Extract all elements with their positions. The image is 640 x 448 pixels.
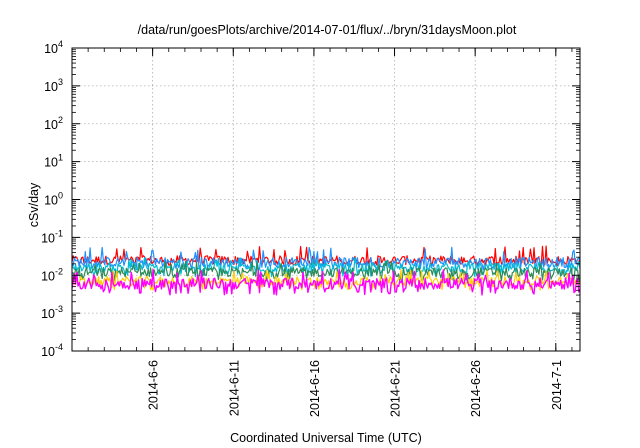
- y-tick-label: 10-3: [41, 304, 63, 321]
- y-tick-label: 10-1: [41, 228, 63, 245]
- y-tick-label: 102: [44, 115, 63, 132]
- y-tick-label: 10-2: [41, 266, 63, 283]
- x-tick-label: 2014-6-11: [227, 360, 241, 416]
- x-axis: 2014-6-6 2014-6-11 2014-6-16 2014-6-21 2014-…: [87, 48, 573, 417]
- chart-title: /data/run/goesPlots/archive/2014-07-01/f…: [138, 23, 517, 37]
- y-tick-label: 10-4: [41, 342, 63, 359]
- series-layer: [71, 245, 581, 296]
- x-axis-label: Coordinated Universal Time (UTC): [230, 431, 422, 445]
- series-line: [71, 256, 581, 278]
- x-tick-label: 2014-7-1: [550, 360, 564, 410]
- y-tick-label: 104: [44, 39, 63, 56]
- y-tick-label: 103: [44, 77, 63, 94]
- y-axis-label: cSv/day: [27, 182, 41, 227]
- series-line: [71, 260, 581, 282]
- y-tick-label: 100: [44, 191, 63, 208]
- x-tick-label: 2014-6-21: [389, 360, 403, 417]
- y-tick-label: 101: [44, 153, 63, 170]
- series-line: [71, 269, 581, 296]
- grid-lines: [72, 48, 580, 351]
- x-tick-label: 2014-6-26: [469, 360, 483, 417]
- x-tick-label: 2014-6-16: [308, 360, 322, 417]
- y-axis: 10-4 10-3 10-2 10-1 100 101 102 103 104: [41, 39, 580, 359]
- series-line: [71, 269, 581, 291]
- x-tick-label: 2014-6-6: [147, 360, 161, 410]
